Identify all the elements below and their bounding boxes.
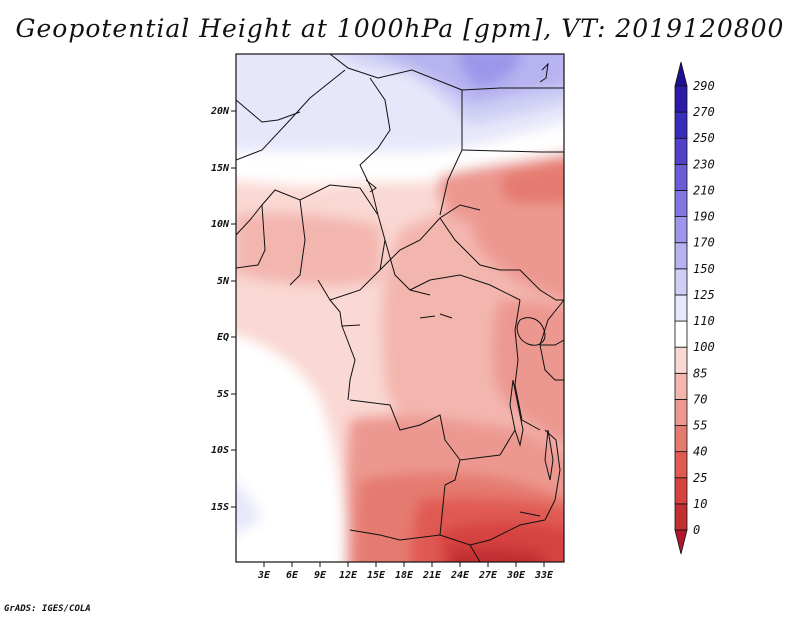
lat-label-5s: 5S [217,389,229,400]
lat-label-15n: 15N [211,163,230,174]
colorbar-label: 150 [693,262,715,276]
colorbar-label: 125 [693,288,715,302]
colorbar-label: 10 [693,497,707,511]
colorbar-label: 190 [693,210,715,224]
colorbar-label: 250 [693,131,715,145]
colorbar-label: 55 [693,419,707,433]
lat-label-15s: 15S [211,502,229,513]
longitude-labels: 3E 6E 9E 12E 15E 18E 21E 24E 27E 30E 33E [257,570,554,581]
colorbar-label: 40 [693,445,707,459]
lon-label-9e: 9E [314,570,327,581]
colorbar-label: 170 [693,236,715,250]
colorbar-segment [674,503,688,531]
grads-credit: GrADS: IGES/COLA [4,604,91,614]
lon-label-12e: 12E [339,570,358,581]
colorbar-label: 210 [693,183,715,197]
colorbar-segment [674,216,688,244]
lat-label-5n: 5N [217,276,230,287]
lon-label-21e: 21E [422,570,442,581]
colorbar-segment [674,320,688,348]
country-borders [236,54,564,562]
colorbar-segment [674,242,688,270]
colorbar-segment [674,425,688,453]
colorbar-label: 230 [693,157,715,171]
colorbar-segment [674,399,688,426]
lat-label-10n: 10N [211,219,230,230]
colorbar-segment [674,346,688,374]
lakes-and-coastlines [365,62,554,517]
lon-label-6e: 6E [286,570,299,581]
lon-label-3e: 3E [257,570,271,581]
lon-label-18e: 18E [395,570,414,581]
lon-label-24e: 24E [450,570,470,581]
colorbar-bottom-arrow [674,529,688,555]
colorbar-segment [674,477,688,505]
colorbar-label: 25 [693,471,707,485]
colorbar-segment [674,451,688,479]
map-title: Geopotential Height at 1000hPa [gpm], VT… [15,14,785,43]
colorbar-segment [674,372,688,400]
lon-label-15e: 15E [367,570,386,581]
colorbar-segment [674,137,688,165]
colorbar-segment [674,294,688,322]
colorbar-top-arrow [674,61,688,87]
colorbar-label: 270 [693,105,715,119]
colorbar-label: 110 [693,314,715,328]
colorbar-label: 290 [693,79,715,93]
colorbar-segment [674,85,688,113]
colorbar: 0 10 25 40 55 70 85 100 110 125 150 170 190 210 230 250… [674,61,715,555]
longitude-axis [263,562,545,567]
lon-label-30e: 30E [506,570,526,581]
colorbar-label: 100 [693,340,715,354]
colorbar-label: 85 [693,366,707,380]
contour-field [236,54,564,562]
colorbar-label: 0 [693,523,700,537]
lon-label-33e: 33E [534,570,554,581]
lon-label-27e: 27E [478,570,498,581]
colorbar-label: 70 [693,392,707,406]
colorbar-segment [674,163,688,191]
lat-label-eq: EQ [217,332,229,343]
colorbar-segment [674,190,688,217]
latitude-axis [231,110,236,508]
lat-label-10s: 10S [211,445,229,456]
colorbar-segment [674,268,688,296]
latitude-labels: 20N 15N 10N 5N EQ 5S 10S 15S [210,106,230,513]
colorbar-segment [674,111,688,139]
lat-label-20n: 20N [210,106,230,117]
map-frame [235,53,565,563]
